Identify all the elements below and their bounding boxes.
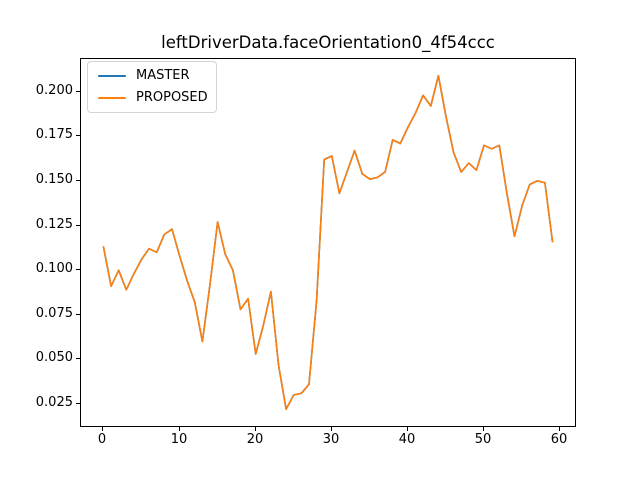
y-tick-mark <box>76 358 80 359</box>
x-tick-label: 20 <box>246 432 264 447</box>
legend-line-swatch <box>98 75 126 77</box>
y-tick-mark <box>76 225 80 226</box>
y-tick-mark <box>76 180 80 181</box>
x-tick-mark <box>255 427 256 431</box>
x-tick-label: 50 <box>474 432 492 447</box>
x-tick-label: 0 <box>97 432 107 447</box>
x-tick-mark <box>483 427 484 431</box>
legend-label: MASTER <box>136 68 190 83</box>
x-tick-mark <box>102 427 103 431</box>
chart-title: leftDriverData.faceOrientation0_4f54ccc <box>161 33 495 52</box>
legend-label: PROPOSED <box>136 90 208 105</box>
y-tick-label: 0.200 <box>35 83 73 98</box>
legend-entry-master: MASTER <box>98 68 206 84</box>
legend: MASTER PROPOSED <box>87 61 217 113</box>
x-tick-label: 60 <box>550 432 568 447</box>
y-tick-label: 0.125 <box>35 217 73 232</box>
x-tick-mark <box>407 427 408 431</box>
line-plot <box>102 74 554 411</box>
plot-area <box>80 58 576 427</box>
y-tick-label: 0.100 <box>35 261 73 276</box>
x-tick-label: 40 <box>398 432 416 447</box>
y-tick-label: 0.050 <box>35 350 73 365</box>
y-tick-mark <box>76 403 80 404</box>
legend-line-swatch <box>98 97 126 99</box>
proposed-line <box>102 74 554 411</box>
y-tick-label: 0.150 <box>35 172 73 187</box>
master-line <box>102 74 554 411</box>
y-tick-label: 0.075 <box>35 306 73 321</box>
y-tick-label: 0.025 <box>35 395 73 410</box>
x-tick-label: 30 <box>322 432 340 447</box>
y-tick-mark <box>76 269 80 270</box>
x-tick-mark <box>559 427 560 431</box>
y-tick-mark <box>76 314 80 315</box>
y-tick-mark <box>76 135 80 136</box>
y-tick-mark <box>76 91 80 92</box>
y-tick-label: 0.175 <box>35 127 73 142</box>
x-tick-label: 10 <box>170 432 188 447</box>
x-tick-mark <box>331 427 332 431</box>
legend-entry-proposed: PROPOSED <box>98 90 208 106</box>
x-tick-mark <box>179 427 180 431</box>
